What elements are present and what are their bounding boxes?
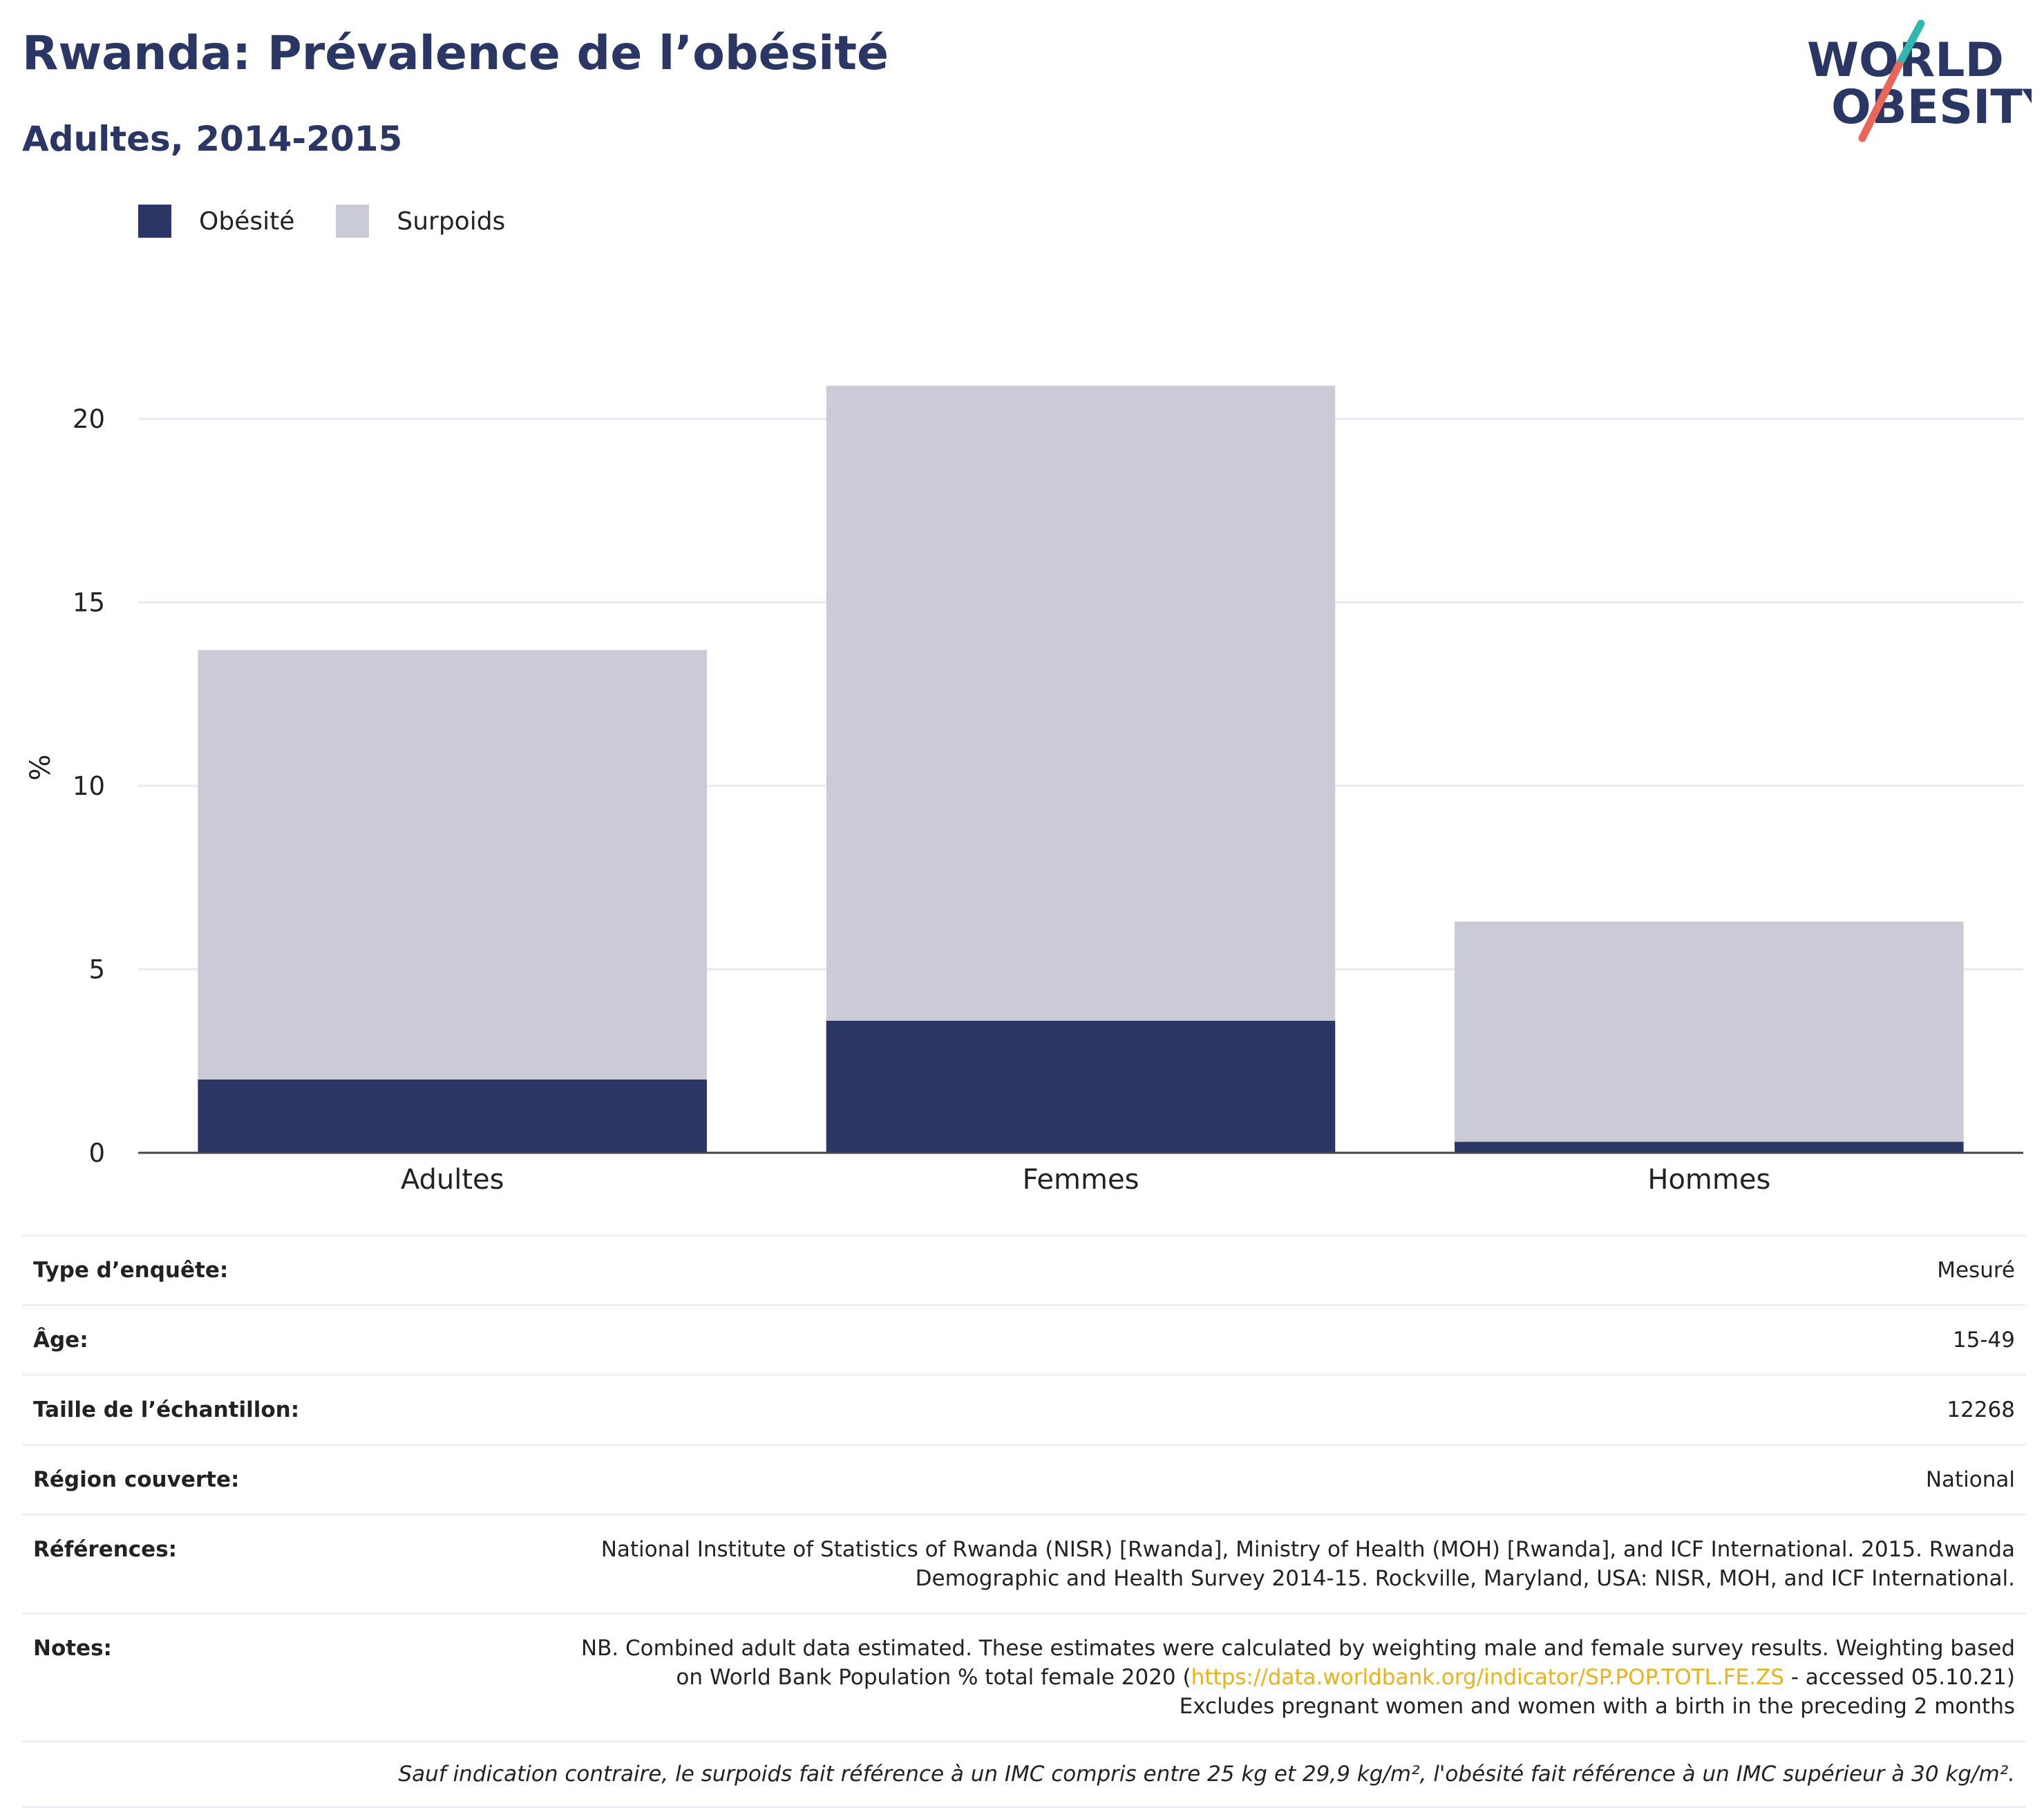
chart-bars	[198, 386, 1964, 1153]
y-tick-label-0: 0	[88, 1138, 105, 1168]
notes-line2-post: - accessed 05.10.21)	[1783, 1665, 2015, 1690]
x-tick-label-adultes: Adultes	[401, 1164, 504, 1196]
bar-adultes-obesite[interactable]	[198, 1079, 707, 1153]
sample-size-value: 12268	[1947, 1397, 2015, 1422]
logo-line2: OBESITY	[1831, 80, 2032, 135]
bar-hommes-surpoids[interactable]	[1455, 921, 1964, 1142]
info-row-notes: Notes: NB. Combined adult data estimated…	[22, 1612, 2026, 1740]
age-label: Âge:	[33, 1328, 88, 1353]
notes-label: Notes:	[33, 1636, 112, 1661]
legend-label-surpoids: Surpoids	[397, 207, 506, 236]
bar-hommes-obesite[interactable]	[1455, 1142, 1964, 1153]
legend-item-surpoids[interactable]: Surpoids	[336, 205, 505, 238]
info-row-survey-type: Type d’enquête: Mesuré	[22, 1234, 2026, 1304]
survey-type-label: Type d’enquête:	[33, 1258, 229, 1283]
references-line1: National Institute of Statistics of Rwan…	[600, 1537, 2015, 1562]
y-tick-label-10: 10	[73, 771, 105, 801]
region-label: Région couverte:	[33, 1467, 240, 1492]
y-tick-label-15: 15	[73, 588, 105, 618]
chart-axes: 0 5 10 15 20% Adultes Femmes Hommes	[25, 404, 2023, 1196]
info-row-region: Région couverte: National	[22, 1444, 2026, 1514]
info-row-sample-size: Taille de l’échantillon: 12268	[22, 1374, 2026, 1444]
legend: Obésité Surpoids	[138, 205, 547, 238]
bar-femmes-obesite[interactable]	[826, 1020, 1336, 1153]
logo-slash-coral	[1858, 61, 1903, 142]
survey-type-value: Mesuré	[1937, 1258, 2015, 1283]
logo-slash-teal	[1896, 19, 1925, 66]
sample-size-label: Taille de l’échantillon:	[33, 1397, 300, 1422]
notes-line3: Excludes pregnant women and women with a…	[1179, 1694, 2015, 1719]
references-value: National Institute of Statistics of Rwan…	[601, 1535, 2015, 1593]
bmi-footnote: Sauf indication contraire, le surpoids f…	[22, 1740, 2026, 1808]
bar-adultes-surpoids[interactable]	[198, 650, 707, 1080]
legend-item-obesite[interactable]: Obésité	[138, 205, 294, 238]
chart-title: Rwanda: Prévalence de l’obésité	[22, 26, 889, 81]
world-obesity-logo: WORLD OBESITY	[1807, 19, 2032, 142]
references-label: Références:	[33, 1537, 178, 1562]
worldbank-link[interactable]: https://data.worldbank.org/indicator/SP.…	[1191, 1665, 1784, 1690]
notes-line1: NB. Combined adult data estimated. These…	[580, 1636, 2015, 1661]
age-value: 15-49	[1952, 1328, 2015, 1353]
legend-swatch-obesite	[138, 205, 171, 238]
bar-chart: 0 5 10 15 20% Adultes Femmes Hommes	[25, 386, 2023, 1196]
x-tick-label-femmes: Femmes	[1023, 1164, 1139, 1196]
x-tick-label-hommes: Hommes	[1647, 1164, 1770, 1196]
legend-swatch-surpoids	[336, 205, 370, 238]
info-row-references: Références: National Institute of Statis…	[22, 1514, 2026, 1612]
info-row-age: Âge: 15-49	[22, 1304, 2026, 1374]
chart-subtitle: Adultes, 2014-2015	[22, 119, 403, 159]
y-axis-label: %	[25, 754, 57, 780]
region-value: National	[1925, 1467, 2015, 1492]
survey-info-table: Type d’enquête: Mesuré Âge: 15-49 Taille…	[22, 1234, 2026, 1808]
y-tick-label-20: 20	[73, 404, 105, 434]
y-tick-label-5: 5	[88, 955, 105, 985]
legend-label-obesite: Obésité	[199, 207, 295, 236]
notes-value: NB. Combined adult data estimated. These…	[581, 1634, 2015, 1721]
references-line2: Demographic and Health Survey 2014-15. R…	[915, 1566, 2015, 1591]
notes-line2-pre: on World Bank Population % total female …	[676, 1665, 1191, 1690]
bar-femmes-surpoids[interactable]	[826, 386, 1336, 1021]
